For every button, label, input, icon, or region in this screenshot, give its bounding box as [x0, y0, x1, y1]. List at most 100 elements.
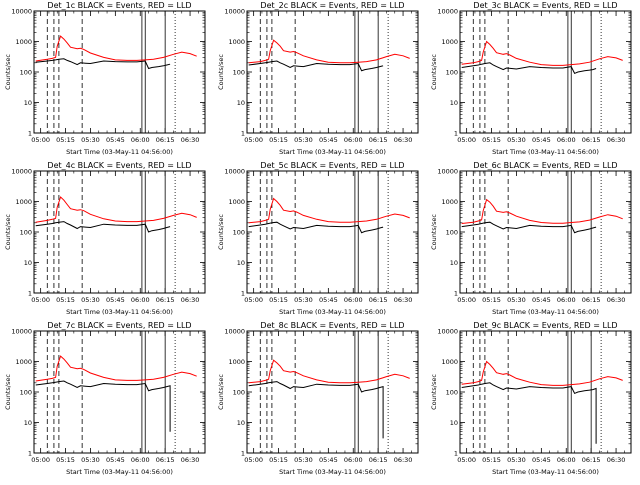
y-tick-label: 10 [237, 99, 245, 107]
x-tick-label: 05:00 [457, 456, 476, 464]
x-tick-label: 06:30 [607, 136, 626, 144]
x-tick-label: 05:15 [269, 456, 288, 464]
y-tick-label: 1 [241, 449, 245, 457]
x-tick-label: 05:30 [294, 456, 313, 464]
chart-title: Det_6c BLACK = Events, RED = LLD [473, 161, 617, 170]
x-axis-label: Start Time (03-May-11 04:56:00) [66, 308, 173, 316]
y-tick-label: 10 [237, 419, 245, 427]
y-tick-label: 10000 [11, 327, 32, 335]
events-series-line [35, 380, 171, 432]
y-tick-label: 1 [28, 289, 32, 297]
x-tick-label: 05:00 [31, 456, 50, 464]
chart-svg: Det_8c BLACK = Events, RED = LLD Counts/s… [217, 321, 419, 476]
y-tick-label: 100 [446, 68, 458, 76]
x-tick-label: 06:15 [369, 136, 388, 144]
x-tick-label: 06:30 [607, 296, 626, 304]
x-tick-label: 06:00 [344, 296, 363, 304]
x-tick-label: 06:15 [156, 136, 175, 144]
y-tick-label: 1000 [228, 38, 245, 46]
chart-svg: Det_4c BLACK = Events, RED = LLD Counts/s… [4, 161, 206, 316]
plot-frame [246, 10, 419, 134]
y-axis-label: Counts/sec [4, 214, 12, 250]
x-tick-label: 05:45 [106, 296, 125, 304]
y-tick-label: 10000 [437, 167, 458, 175]
y-tick-label: 1000 [15, 358, 32, 366]
detector-panel: Det_6c BLACK = Events, RED = LLD Counts/s… [426, 160, 639, 320]
detector-panel: Det_1c BLACK = Events, RED = LLD Counts/s… [0, 0, 213, 160]
plot-frame [246, 330, 419, 454]
y-axis-label: Counts/sec [4, 374, 12, 410]
y-tick-label: 10000 [437, 327, 458, 335]
lld-series-line [461, 40, 623, 66]
x-tick-label: 05:45 [319, 456, 338, 464]
x-tick-label: 06:00 [344, 456, 363, 464]
x-axis-label: Start Time (03-May-11 04:56:00) [66, 468, 173, 476]
y-tick-label: 10 [24, 419, 32, 427]
y-tick-label: 1 [28, 129, 32, 137]
x-tick-label: 06:00 [131, 296, 150, 304]
y-tick-label: 1 [454, 129, 458, 137]
x-tick-label: 05:00 [244, 136, 263, 144]
y-tick-label: 100 [446, 388, 458, 396]
x-tick-label: 05:30 [81, 296, 100, 304]
detector-panel: Det_5c BLACK = Events, RED = LLD Counts/s… [213, 160, 426, 320]
x-tick-label: 05:00 [244, 456, 263, 464]
x-tick-label: 05:15 [56, 456, 75, 464]
events-series-line [35, 221, 171, 233]
y-tick-label: 10 [237, 259, 245, 267]
y-tick-label: 100 [233, 388, 245, 396]
x-axis-label: Start Time (03-May-11 04:56:00) [279, 308, 386, 316]
chart-title: Det_1c BLACK = Events, RED = LLD [47, 1, 191, 10]
x-tick-label: 05:30 [294, 296, 313, 304]
y-tick-label: 100 [20, 388, 32, 396]
y-tick-label: 1 [241, 289, 245, 297]
plot-frame [459, 170, 632, 294]
y-tick-label: 100 [233, 68, 245, 76]
events-series-line [35, 58, 171, 70]
x-tick-label: 06:15 [582, 456, 601, 464]
x-tick-label: 05:00 [457, 296, 476, 304]
y-tick-label: 10000 [11, 167, 32, 175]
x-tick-label: 05:30 [507, 456, 526, 464]
lld-series-line [35, 355, 197, 382]
x-tick-label: 06:30 [181, 296, 200, 304]
y-tick-label: 10 [24, 99, 32, 107]
events-series-line [248, 60, 384, 72]
plot-frame [33, 170, 206, 294]
y-tick-label: 1000 [441, 198, 458, 206]
x-tick-label: 05:15 [56, 296, 75, 304]
chart-svg: Det_7c BLACK = Events, RED = LLD Counts/s… [4, 321, 206, 476]
y-tick-label: 1 [454, 449, 458, 457]
x-tick-label: 06:30 [607, 456, 626, 464]
y-axis-label: Counts/sec [430, 374, 438, 410]
x-tick-label: 06:15 [582, 296, 601, 304]
y-tick-label: 100 [20, 68, 32, 76]
events-series-line [461, 62, 597, 75]
x-axis-label: Start Time (03-May-11 04:56:00) [66, 148, 173, 156]
x-tick-label: 05:15 [482, 296, 501, 304]
lld-series-line [35, 35, 197, 62]
chart-svg: Det_3c BLACK = Events, RED = LLD Counts/s… [430, 1, 632, 156]
y-axis-label: Counts/sec [430, 214, 438, 250]
x-tick-label: 05:15 [56, 136, 75, 144]
x-axis-label: Start Time (03-May-11 04:56:00) [492, 468, 599, 476]
x-axis-label: Start Time (03-May-11 04:56:00) [492, 308, 599, 316]
x-tick-label: 05:45 [532, 296, 551, 304]
y-tick-label: 1 [28, 449, 32, 457]
x-axis-label: Start Time (03-May-11 04:56:00) [492, 148, 599, 156]
x-tick-label: 06:15 [156, 296, 175, 304]
y-axis-label: Counts/sec [217, 214, 225, 250]
y-tick-label: 10000 [224, 167, 245, 175]
x-tick-label: 05:30 [81, 136, 100, 144]
x-tick-label: 05:15 [482, 456, 501, 464]
y-tick-label: 1 [454, 289, 458, 297]
x-tick-label: 05:00 [457, 136, 476, 144]
x-tick-label: 06:30 [181, 136, 200, 144]
lld-series-line [461, 360, 623, 386]
detector-panel: Det_7c BLACK = Events, RED = LLD Counts/s… [0, 320, 213, 480]
x-tick-label: 06:00 [131, 136, 150, 144]
chart-svg: Det_9c BLACK = Events, RED = LLD Counts/s… [430, 321, 632, 476]
y-tick-label: 1 [241, 129, 245, 137]
y-tick-label: 10 [450, 259, 458, 267]
